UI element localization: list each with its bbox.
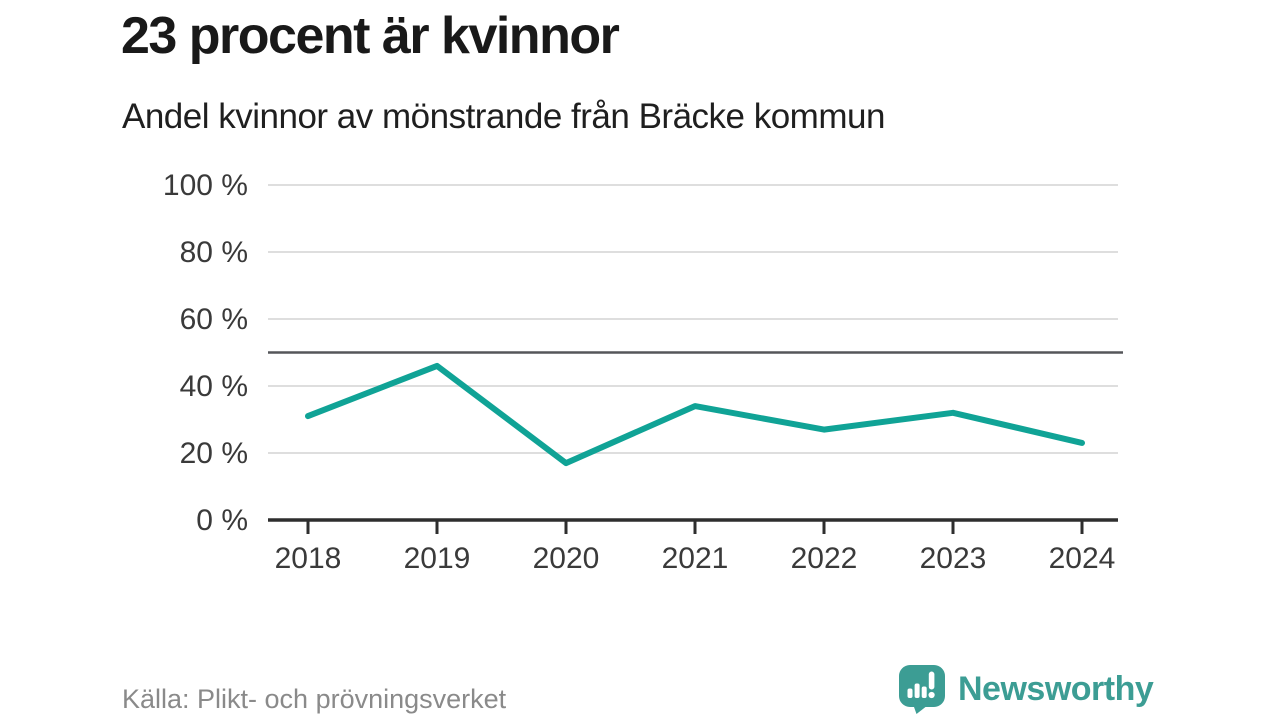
y-tick-label: 80 % (180, 236, 248, 269)
x-tick-label: 2022 (791, 542, 858, 575)
x-tick-label: 2019 (404, 542, 471, 575)
x-tick-label: 2021 (662, 542, 729, 575)
data-line (305, 362, 1085, 467)
y-tick-label: 40 % (180, 370, 248, 403)
y-tick-label: 60 % (180, 303, 248, 336)
newsworthy-wordmark: Newsworthy (958, 669, 1154, 708)
x-tick-label: 2020 (533, 542, 600, 575)
bar-chart-bar-1 (907, 688, 913, 698)
exclamation-bar (928, 671, 935, 690)
newsworthy-logo-icon (899, 665, 945, 714)
x-tick-label: 2018 (275, 542, 342, 575)
bar-chart-bar-3 (921, 686, 927, 698)
y-tick-label: 100 % (163, 169, 248, 202)
bar-chart-bar-2 (914, 683, 920, 698)
x-tick-label: 2024 (1049, 542, 1116, 575)
y-tick-label: 20 % (180, 437, 248, 470)
newsworthy-logo: Newsworthy (896, 664, 1154, 714)
chart-title: 23 procent är kvinnor (121, 7, 620, 65)
source-note: Källa: Plikt- och prövningsverket (122, 684, 507, 714)
exclamation-dot (928, 691, 935, 699)
y-tick-label: 0 % (196, 504, 248, 537)
x-tick-label: 2023 (920, 542, 987, 575)
chart-subtitle: Andel kvinnor av mönstrande från Bräcke … (122, 97, 885, 136)
